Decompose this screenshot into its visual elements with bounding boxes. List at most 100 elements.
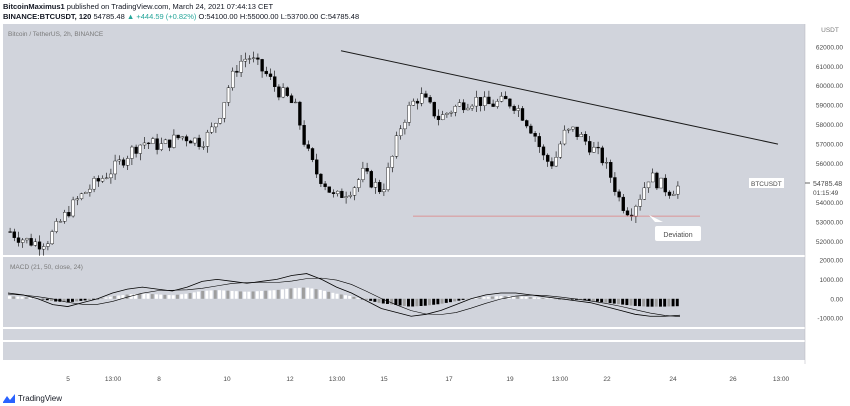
macd-bar <box>213 290 217 299</box>
candle-body <box>617 191 621 198</box>
candle-body <box>319 173 323 184</box>
open-label: O: <box>198 12 207 21</box>
candle-body <box>562 129 567 145</box>
signal-line <box>7 277 681 317</box>
candle-body <box>361 168 365 180</box>
macd-bar <box>587 298 591 301</box>
candle-body <box>197 137 201 147</box>
candlestick-series[interactable] <box>8 51 680 256</box>
macd-bar <box>486 296 490 299</box>
candle-body <box>432 101 436 117</box>
price-tick-label: 57000.00 <box>816 142 843 149</box>
candle-body <box>390 156 394 168</box>
macd-pane-bg <box>3 257 805 327</box>
descending-trendline[interactable] <box>340 50 779 145</box>
open-value: 54100.00 <box>206 12 238 21</box>
candle-body <box>172 134 176 148</box>
candle-body <box>88 188 92 193</box>
candle-body <box>75 198 79 201</box>
macd-bar <box>272 290 276 299</box>
candle-body <box>411 100 415 106</box>
candle-body <box>285 87 289 96</box>
candle-body <box>46 243 50 247</box>
candle-body <box>483 96 487 106</box>
price-tick-label: 60000.00 <box>816 83 843 90</box>
macd-bar <box>335 293 339 299</box>
macd-bar <box>41 298 45 300</box>
macd-bar <box>276 289 280 299</box>
candle-body <box>420 93 424 104</box>
macd-bar <box>113 296 116 299</box>
macd-bar <box>545 298 549 299</box>
candle-body <box>369 171 373 188</box>
author-name[interactable]: BitcoinMaximus1 <box>3 2 65 11</box>
last-price: 54785.48 <box>93 12 125 21</box>
candle-body <box>575 126 579 138</box>
macd-bar <box>125 294 129 299</box>
macd-bar <box>281 289 284 299</box>
time-tick-label: 12 <box>286 376 294 383</box>
candle-body <box>533 133 537 137</box>
symbol-info: BINANCE:BTCUSDT, 120 54785.48 ▲ +444.59 … <box>3 12 359 22</box>
time-axis[interactable]: 5 13:00 8 10 12 13:00 15 17 19 13:00 22 24 26 13:00 <box>66 376 789 383</box>
macd-bar <box>260 290 263 299</box>
deviation-callout[interactable]: Deviation <box>649 215 701 241</box>
candle-body <box>478 97 483 106</box>
time-tick-label: 19 <box>506 376 514 383</box>
chart-area[interactable]: Deviation Bitcoin / TetherUS, 2h, BINANC… <box>0 24 850 388</box>
macd-bar <box>268 290 272 299</box>
macd-bar <box>87 298 91 300</box>
macd-bar <box>663 298 667 307</box>
macd-bar <box>331 292 335 299</box>
candle-body <box>504 95 508 100</box>
candle-body <box>512 106 516 111</box>
candle-body <box>121 159 126 166</box>
macd-bar <box>310 288 314 299</box>
candle-body <box>315 159 319 175</box>
candle-body <box>399 128 403 136</box>
macd-bar <box>205 290 209 299</box>
macd-bar <box>352 296 356 299</box>
price-axis[interactable]: 62000.00 61000.00 60000.00 59000.00 58000.00… <box>816 44 843 246</box>
macd-bar <box>184 293 188 299</box>
candle-body <box>63 212 67 222</box>
candle-body <box>268 73 273 77</box>
candle-body <box>294 101 298 104</box>
candle-body <box>67 212 71 217</box>
macd-bar <box>638 298 641 307</box>
candle-body <box>491 103 495 107</box>
candle-body <box>676 185 680 195</box>
candle-body <box>306 144 310 149</box>
tradingview-footer[interactable]: TradingView <box>3 392 62 404</box>
macd-bar <box>369 298 373 301</box>
candle-body <box>264 70 268 75</box>
macd-bar <box>264 290 268 299</box>
candle-body <box>520 108 525 121</box>
macd-bar <box>533 297 536 299</box>
macd-bar <box>423 298 427 306</box>
time-tick-label: 13:00 <box>773 376 790 383</box>
candle-body <box>394 135 399 157</box>
candle-body <box>193 137 197 144</box>
macd-bar <box>491 296 494 299</box>
candle-body <box>571 126 575 130</box>
macd-bar <box>100 298 104 299</box>
candle-body <box>625 210 630 216</box>
candle-body <box>79 193 84 199</box>
macd-bar <box>482 297 486 299</box>
candle-body <box>407 105 411 123</box>
candle-body <box>613 177 617 192</box>
macd-bar <box>146 293 150 299</box>
macd-bar <box>356 297 360 299</box>
macd-bar <box>285 288 289 299</box>
low-value: 53700.00 <box>286 12 319 21</box>
macd-bar <box>134 293 137 299</box>
macd-bar <box>293 288 297 299</box>
macd-bar <box>8 296 11 299</box>
macd-bar <box>612 298 616 304</box>
time-tick-label: 15 <box>380 376 388 383</box>
candle-body <box>231 70 235 88</box>
macd-bar <box>142 293 146 299</box>
macd-bar <box>108 296 112 299</box>
macd-bar <box>633 298 637 306</box>
